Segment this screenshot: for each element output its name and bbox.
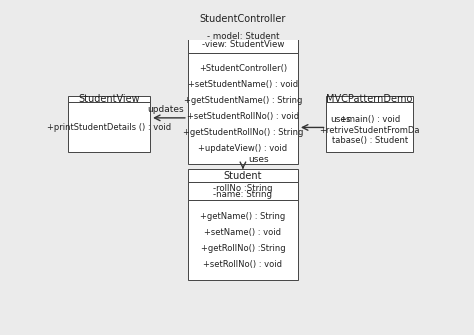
Text: uses: uses <box>330 115 351 124</box>
Text: - model: Student: - model: Student <box>207 31 279 41</box>
Text: -rollNo :String: -rollNo :String <box>213 184 273 193</box>
Text: StudentController: StudentController <box>200 13 286 23</box>
Text: StudentView: StudentView <box>78 94 140 104</box>
Text: +StudentController(): +StudentController() <box>199 64 287 73</box>
Text: +getName() : String: +getName() : String <box>201 212 285 221</box>
Bar <box>67 103 150 152</box>
Bar <box>188 200 298 280</box>
Bar <box>327 103 413 152</box>
Bar <box>188 28 298 53</box>
Text: +getStudentRollNo() : String: +getStudentRollNo() : String <box>183 128 303 137</box>
Bar <box>188 9 298 28</box>
Text: +retriveStudentFromDa
tabase() : Student: +retriveStudentFromDa tabase() : Student <box>319 126 420 145</box>
Text: +printStudentDetails () : void: +printStudentDetails () : void <box>47 123 171 132</box>
Text: updates: updates <box>147 105 184 114</box>
Text: -view: StudentView: -view: StudentView <box>202 40 284 49</box>
Bar <box>327 96 413 103</box>
Text: MVCPatternDemo: MVCPatternDemo <box>327 94 413 104</box>
Bar <box>67 96 150 103</box>
Text: uses: uses <box>248 155 269 164</box>
Text: +main() : void: +main() : void <box>339 115 400 124</box>
Text: +updateView() : void: +updateView() : void <box>198 144 288 153</box>
Text: +setRollNo() : void: +setRollNo() : void <box>203 260 283 269</box>
Bar <box>188 169 298 183</box>
Bar <box>188 183 298 200</box>
Text: +setName() : void: +setName() : void <box>204 228 282 237</box>
Text: +setStudentRollNo() : void: +setStudentRollNo() : void <box>187 112 299 121</box>
Text: +setStudentName() : void: +setStudentName() : void <box>188 80 298 89</box>
Bar <box>188 53 298 164</box>
Text: Student: Student <box>224 171 262 181</box>
Text: +getStudentName() : String: +getStudentName() : String <box>184 96 302 105</box>
Text: -name: String: -name: String <box>213 190 273 199</box>
Text: +getRollNo() :String: +getRollNo() :String <box>201 244 285 253</box>
